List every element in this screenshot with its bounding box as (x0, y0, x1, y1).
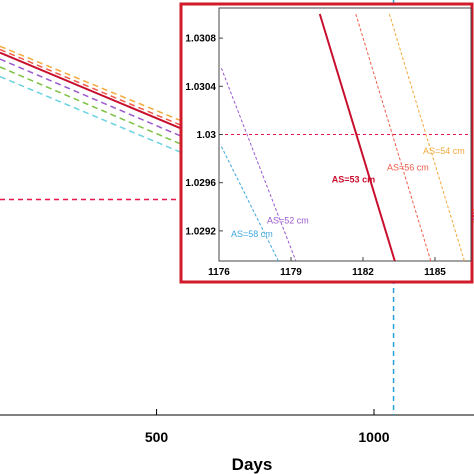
inset-series-line-3 (220, 68, 297, 261)
inset-annotation-4: AS=58 cm (231, 229, 273, 239)
inset-annotation-0: AS=54 cm (423, 146, 465, 156)
inset-y-tick-label-3: 1.0304 (185, 82, 216, 93)
inset-y-tick-label-4: 1.0308 (185, 34, 216, 45)
inset-series-line-4 (220, 146, 279, 261)
inset-x-tick-label-2: 1182 (352, 267, 374, 278)
inset-series-line-0 (318, 13, 396, 261)
x-tick-label-0: 500 (145, 429, 169, 445)
inset-x-tick-label-1: 1179 (280, 267, 302, 278)
inset-plot: AS=54 cm AS=56 cm AS=53 cm AS=52 cm AS=58 cm… (179, 2, 474, 284)
x-tick-label-1: 1000 (358, 429, 389, 445)
inset-annotation-3: AS=52 cm (267, 216, 309, 226)
inset-y-tick-label-0: 1.0292 (185, 226, 216, 237)
x-axis-label: Days (232, 455, 273, 474)
inset-y-tick-label-1: 1.0296 (185, 178, 216, 189)
inset-x-tick-label-3: 1185 (424, 267, 446, 278)
inset-annotation-2: AS=53 cm (332, 175, 375, 185)
inset-y-tick-label-2: 1.03 (197, 130, 217, 141)
inset-annotation-1: AS=56 cm (387, 163, 429, 173)
inset-series-line-2 (355, 13, 432, 261)
inset-series-group (219, 13, 471, 261)
inset-series-line-1 (388, 13, 465, 261)
inset-frame (179, 2, 474, 284)
inset-x-tick-label-0: 1176 (208, 267, 230, 278)
